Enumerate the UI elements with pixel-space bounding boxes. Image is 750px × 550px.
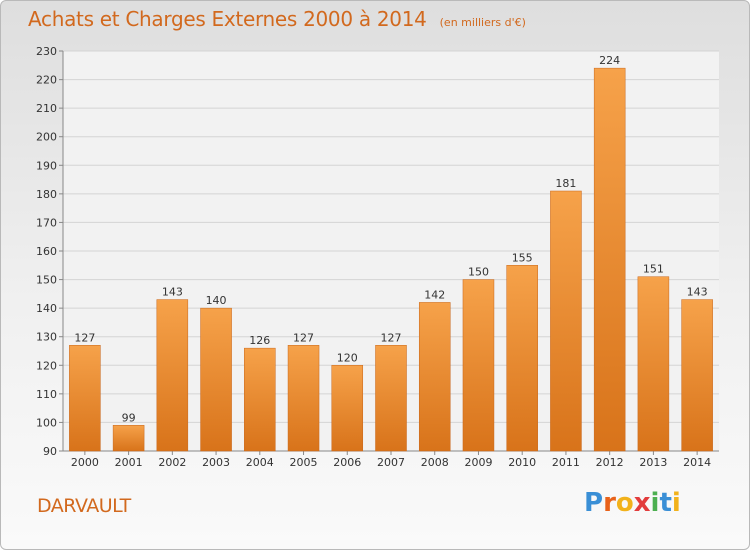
logo-letter: i [650,488,660,518]
y-tick-label: 200 [36,131,57,144]
bar-2004 [244,347,276,452]
bar-2001 [112,425,145,452]
bar-2011 [550,190,582,452]
y-tick-label: 150 [36,274,57,287]
bar-2003 [200,307,232,452]
y-tick-label: 120 [36,359,57,372]
data-label-2012: 224 [599,54,620,67]
y-tick-label: 230 [36,45,57,58]
logo-letter: P [584,488,604,518]
y-tick-label: 180 [36,188,57,201]
proxiti-logo: Proxiti [584,488,681,518]
bar-2012 [593,67,626,452]
chart-title: Achats et Charges Externes 2000 à 2014 [28,7,427,31]
x-tick-label-2012: 2012 [596,456,624,469]
y-tick-label: 110 [36,388,57,401]
x-tick-labels: 2000 2001 2002 2003 2004 2005 2006 2007 2008 2009… [71,456,711,469]
y-tick-label: 90 [43,445,57,458]
y-tick-label: 100 [36,416,57,429]
x-tick-label-2006: 2006 [333,456,361,469]
logo-letter: o [615,488,634,518]
data-label-2000: 127 [74,331,95,344]
x-tick-label-2010: 2010 [508,456,536,469]
data-label-2011: 181 [555,177,576,190]
y-tick-label: 220 [36,74,57,87]
x-tick-label-2005: 2005 [290,456,318,469]
y-tick-label: 140 [36,302,57,315]
bar-2005 [287,345,320,452]
chart-subtitle: (en milliers d'€) [439,16,526,29]
logo-letter: x [633,488,651,518]
title-row: Achats et Charges Externes 2000 à 2014 (… [28,7,526,31]
x-tick-label-2003: 2003 [202,456,230,469]
y-tick-label: 210 [36,102,57,115]
bar-2009 [462,279,495,452]
x-tick-label-2014: 2014 [683,456,711,469]
data-label-2004: 126 [249,334,270,347]
y-tick-label: 160 [36,245,57,258]
bar-2002 [156,299,189,452]
bar-2007 [375,345,407,452]
data-label-2003: 140 [206,294,227,307]
x-tick-label-2001: 2001 [115,456,143,469]
data-label-2005: 127 [293,331,314,344]
bar-2013 [637,276,670,452]
bar-2006 [331,365,364,452]
bar-2000 [69,345,101,452]
logo-letter: i [671,488,681,518]
y-tick-label: 130 [36,331,57,344]
bar-2010 [506,265,538,452]
bar-2008 [418,302,451,452]
y-tick-label: 170 [36,216,57,229]
data-label-2013: 151 [643,263,664,276]
y-tick-label: 190 [36,159,57,172]
x-tick-label-2000: 2000 [71,456,99,469]
bars [69,67,713,452]
x-tick-label-2002: 2002 [158,456,186,469]
data-label-2010: 155 [512,251,533,264]
bar-2014 [681,299,713,452]
data-label-2006: 120 [337,351,358,364]
data-label-2009: 150 [468,266,489,279]
data-label-2007: 127 [381,331,402,344]
x-tick-label-2011: 2011 [552,456,580,469]
x-tick-label-2008: 2008 [421,456,449,469]
y-tick-labels: 90 100 110 120 130 140 150 160 170 180 190 200 210 22… [36,45,57,458]
commune-name: DARVAULT [37,495,131,517]
data-label-2008: 142 [424,288,445,301]
data-label-2001: 99 [122,411,136,424]
data-label-2014: 143 [687,286,708,299]
x-tick-label-2007: 2007 [377,456,405,469]
x-tick-label-2009: 2009 [464,456,492,469]
x-tick-label-2013: 2013 [639,456,667,469]
data-label-2002: 143 [162,286,183,299]
logo-letter: t [659,488,672,518]
logo-letter: r [603,488,616,518]
data-labels: 127 99 143 140 126 127 120 127 142 150 155 181 224 15… [74,54,707,424]
x-tick-label-2004: 2004 [246,456,274,469]
